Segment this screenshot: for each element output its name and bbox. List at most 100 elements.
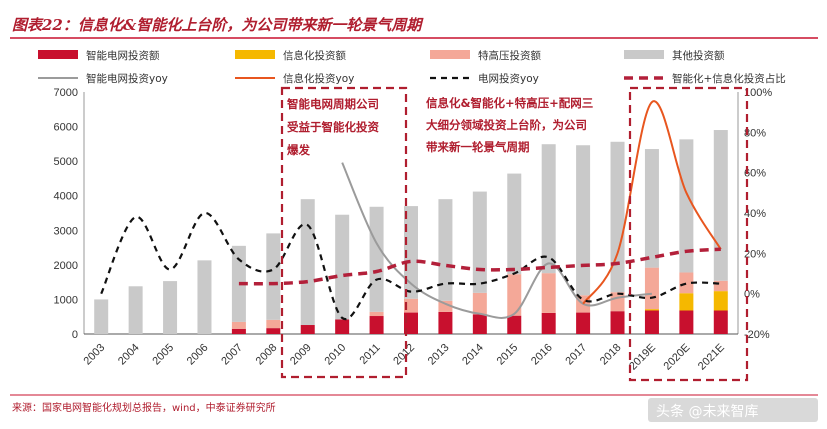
right-axis-tick-label: 40% xyxy=(744,208,766,220)
bar-uhv xyxy=(438,300,453,312)
line-smart-grid-yoy xyxy=(341,162,653,319)
right-axis-tick-label: 60% xyxy=(744,168,766,180)
left-axis-tick-label: 0 xyxy=(72,329,78,341)
bar-uhv xyxy=(507,274,522,316)
bar-other xyxy=(713,130,728,281)
line-info-yoy xyxy=(582,100,722,305)
bar-uhv xyxy=(679,272,694,294)
left-axis-tick-label: 7000 xyxy=(54,87,78,99)
annotation-smart-cycle-line-2: 受益于智能化投资 xyxy=(287,120,379,134)
bar-other xyxy=(610,141,625,293)
x-axis-tick-label: 2013 xyxy=(426,342,452,368)
left-axis-tick-label: 3000 xyxy=(54,225,78,237)
x-axis-tick-label: 2003 xyxy=(82,342,108,368)
annotation-new-cycle-line-2: 大细分领域投资上台阶，为公司 xyxy=(426,118,587,132)
x-axis-tick-label: 2021E xyxy=(696,342,727,373)
bar-smart-grid xyxy=(438,311,453,334)
bar-other xyxy=(128,286,143,334)
x-axis-tick-label: 2017 xyxy=(563,342,589,368)
x-axis-tick-label: 2018 xyxy=(598,342,624,368)
bar-uhv xyxy=(369,311,384,317)
bar-other xyxy=(94,299,109,334)
bar-other xyxy=(507,173,522,275)
bar-other xyxy=(644,149,659,268)
bar-uhv xyxy=(404,298,418,313)
bar-smart-grid xyxy=(576,312,591,334)
bar-smart-grid xyxy=(335,319,350,334)
x-axis-tick-label: 2010 xyxy=(322,342,348,368)
bar-smart-grid xyxy=(472,314,487,334)
chart-title: 图表22：信息化&智能化上台阶，为公司带来新一轮景气周期 xyxy=(12,16,424,34)
highlight-box-new-cycle xyxy=(628,86,749,382)
watermark: 头条 @未来智库 xyxy=(656,403,758,420)
bar-other xyxy=(404,206,418,299)
bar-smart-grid xyxy=(404,312,418,334)
legend-label-smart-yoy: 智能电网投资yoy xyxy=(86,72,168,85)
left-axis-tick-label: 5000 xyxy=(54,156,78,168)
bar-smart-grid xyxy=(541,312,556,334)
x-axis-tick-label: 2008 xyxy=(254,342,280,368)
annotation-new-cycle-line-3: 带来新一轮景气周期 xyxy=(426,140,530,154)
left-axis-tick-label: 6000 xyxy=(54,122,78,134)
bar-other xyxy=(472,191,487,293)
legend-swatch-smart-grid xyxy=(38,50,78,59)
x-axis-tick-label: 2007 xyxy=(219,342,245,368)
bar-smart-grid xyxy=(507,315,522,334)
bar-uhv xyxy=(713,280,728,292)
bar-other xyxy=(163,281,178,334)
bar-other xyxy=(335,214,350,320)
legend-swatch-uhv xyxy=(430,50,470,59)
x-axis-tick-label: 2020E xyxy=(662,342,693,373)
x-axis-tick-label: 2014 xyxy=(460,342,486,368)
left-axis-tick-label: 2000 xyxy=(54,260,78,272)
bar-uhv xyxy=(472,292,487,315)
highlight-box-smart-cycle xyxy=(280,86,408,379)
bar-smart-grid xyxy=(679,310,694,334)
x-axis-tick-label: 2004 xyxy=(116,342,142,368)
bar-other xyxy=(679,139,694,273)
right-axis-tick-label: 80% xyxy=(744,127,766,139)
legend-label-informatization: 信息化投资额 xyxy=(283,49,346,62)
right-axis-ticks: -20%0%20%40%60%80%100% xyxy=(744,87,772,341)
legend-label-smart-grid: 智能电网投资额 xyxy=(86,49,160,62)
x-axis-tick-label: 2011 xyxy=(357,342,382,367)
bar-informatization xyxy=(679,293,694,311)
bar-uhv xyxy=(231,321,246,329)
bar-other xyxy=(438,199,453,301)
bar-other xyxy=(576,145,591,296)
legend-swatch-other xyxy=(624,50,664,59)
bar-other xyxy=(266,233,281,320)
legend: 智能电网投资额 信息化投资额 特高压投资额 其他投资额 智能电网投资yoy 信息… xyxy=(38,49,786,85)
bar-smart-grid xyxy=(713,310,728,334)
legend-swatch-informatization xyxy=(235,50,275,59)
bar-informatization xyxy=(713,291,728,311)
bar-uhv xyxy=(266,319,281,329)
watermark-backdrop xyxy=(648,398,818,422)
left-axis-tick-label: 4000 xyxy=(54,191,78,203)
annotation-new-cycle-line-1: 信息化&智能化+特高压+配网三 xyxy=(426,96,593,110)
x-axis-tick-label: 2012 xyxy=(391,342,417,368)
legend-label-info-yoy: 信息化投资yoy xyxy=(283,72,354,85)
right-axis-tick-label: -20% xyxy=(744,329,770,341)
line-share xyxy=(238,247,721,286)
x-axis-tick-label: 2006 xyxy=(185,342,211,368)
legend-label-uhv: 特高压投资额 xyxy=(478,49,541,62)
bar-uhv xyxy=(644,267,659,310)
left-axis-ticks: 0 1000 2000 3000 4000 5000 6000 7000 xyxy=(54,87,78,341)
x-axis-tick-label: 2019E xyxy=(627,342,658,373)
bar-uhv xyxy=(541,273,556,313)
bar-other xyxy=(197,260,212,334)
x-axis-tick-label: 2005 xyxy=(150,342,176,368)
annotation-smart-cycle-line-1: 智能电网周期公司 xyxy=(287,97,379,111)
bar-other xyxy=(541,144,556,274)
line-series xyxy=(100,100,722,321)
bar-smart-grid xyxy=(266,328,281,334)
left-axis-tick-label: 1000 xyxy=(54,294,78,306)
legend-label-share: 智能化+信息化投资占比 xyxy=(672,72,786,85)
bar-other xyxy=(300,199,315,326)
source-note: 来源：国家电网智能化规划总报告，wind，中泰证券研究所 xyxy=(12,401,276,414)
x-axis-tick-label: 2016 xyxy=(529,342,555,368)
bar-smart-grid xyxy=(610,311,625,334)
bar-series xyxy=(94,130,728,334)
